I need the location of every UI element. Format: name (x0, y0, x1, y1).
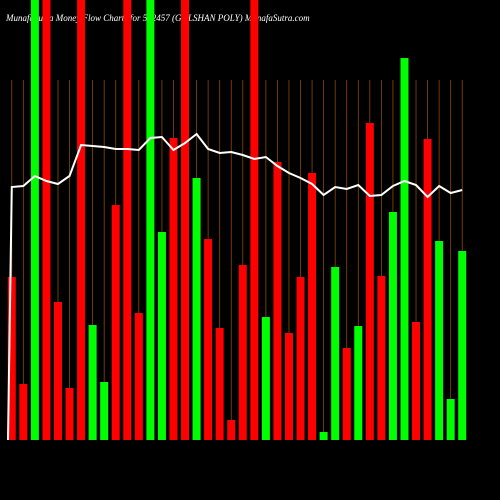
bar (123, 0, 132, 440)
bar (284, 333, 293, 440)
bar (30, 0, 39, 440)
bar (308, 173, 317, 440)
bar (88, 325, 97, 440)
bar (192, 178, 201, 440)
bar (412, 322, 421, 440)
bar (77, 0, 86, 440)
bar (458, 251, 467, 440)
bar (227, 420, 236, 440)
bar (319, 432, 328, 440)
bar (296, 277, 305, 440)
money-flow-line (7, 132, 463, 441)
bar (146, 0, 155, 440)
bar (100, 382, 109, 440)
bar (388, 212, 397, 440)
bar (400, 58, 409, 440)
bar (134, 313, 143, 440)
bar (238, 265, 247, 440)
bar (215, 328, 224, 440)
bar (65, 388, 74, 440)
bar (42, 0, 51, 440)
bar (423, 139, 432, 440)
bar (331, 267, 340, 440)
bar (157, 232, 166, 440)
bar (365, 123, 374, 440)
bar (342, 348, 351, 440)
bar (377, 276, 386, 440)
bar (273, 162, 282, 440)
bar (354, 326, 363, 440)
bar (111, 205, 120, 440)
bar (181, 0, 190, 440)
bar (53, 302, 62, 440)
bar (446, 399, 455, 440)
chart-title: MunafaSutra Money Flow Charts for 532457… (5, 13, 310, 23)
bar (435, 241, 444, 440)
bar (7, 277, 16, 440)
bar (250, 0, 259, 440)
bar (261, 317, 270, 440)
bar (204, 239, 213, 440)
bar (169, 138, 178, 440)
bar (19, 384, 28, 440)
